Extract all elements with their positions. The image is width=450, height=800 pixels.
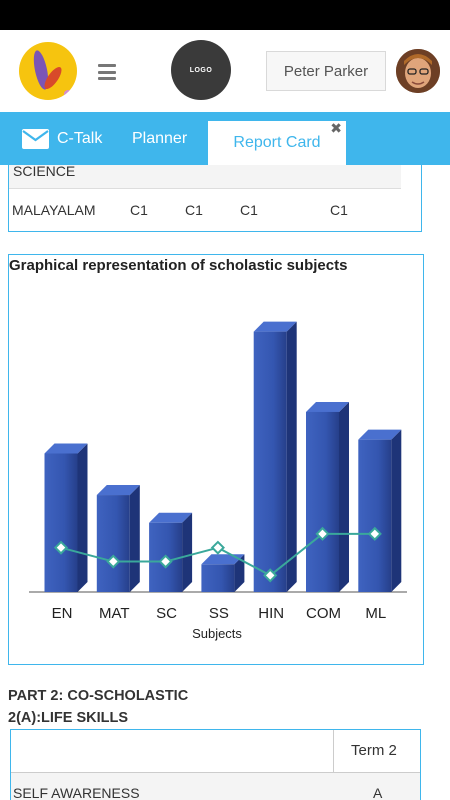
grade-cell: C1 [330,202,348,218]
trend-point-mat [106,554,121,569]
grade-cell: C1 [130,202,148,218]
bar-top [44,443,88,454]
term-header: Term 2 [351,742,397,759]
table-header-row: Term 2 [11,730,420,773]
tab-bar: C-Talk Planner Report Card ✖ [0,112,450,165]
table-row: SCIENCE [9,163,401,189]
school-logo: LOGO [171,40,231,100]
subject-cell: MALAYALAM [12,202,96,218]
tab-report-card-label: Report Card [233,134,321,151]
bar-ss [201,564,235,592]
tick-label-com: COM [306,605,341,622]
trend-point-en [53,540,69,555]
bar-side [286,321,297,592]
tab-ctalk-label: C-Talk [57,129,103,147]
subject-cell: SCIENCE [13,163,76,179]
bar-side [77,443,88,592]
scholastic-chart: EN MAT SC SS HIN COM ML Subjects [29,321,407,641]
grade-cell: C1 [185,202,203,218]
tab-planner-label: Planner [132,129,188,147]
close-icon[interactable]: ✖ [330,120,342,136]
bar-top [306,401,349,412]
bar-side [129,485,140,592]
app-header: LOGO Peter Parker [0,30,450,112]
mail-icon [22,128,49,149]
tab-report-card[interactable]: Report Card ✖ [208,120,346,165]
grade-cell: A [373,785,383,800]
skill-cell: SELF AWARENESS [13,785,140,800]
tab-planner[interactable]: Planner [132,112,187,165]
trend-point-ml [367,526,382,541]
table-row: MALAYALAM C1 C1 C1 C1 [9,189,421,231]
table-row: SELF AWARENESS A [11,773,420,800]
bar-top [96,485,140,496]
grade-cell: C1 [240,202,258,218]
chart-panel: Graphical representation of scholastic s… [8,254,424,665]
bar-top [149,512,193,523]
bar-ml [358,439,392,592]
bar-top [358,429,402,440]
user-name-button[interactable]: Peter Parker [266,51,386,91]
bar-hin [253,331,287,592]
scholastic-table: SCIENCE MALAYALAM C1 C1 C1 C1 [8,163,422,232]
life-skills-table: Term 2 SELF AWARENESS A [10,729,421,800]
tick-label-mat: MAT [99,605,130,622]
part2-subtitle: 2(A):LIFE SKILLS [8,710,129,726]
tab-ctalk[interactable]: C-Talk [22,112,102,165]
tick-label-sc: SC [156,605,177,622]
bar-mat [96,495,130,592]
chart-title: Graphical representation of scholastic s… [9,257,348,274]
avatar[interactable] [396,49,440,93]
bar-side [182,512,193,592]
tick-label-hin: HIN [258,605,284,622]
app-logo-icon[interactable] [19,42,77,100]
bar-side [391,429,402,592]
status-bar [0,0,450,30]
bar-side [339,401,349,592]
hamburger-menu-icon[interactable] [98,64,116,80]
bar-side [234,554,245,592]
bar-com [306,411,339,592]
trend-point-ss [210,540,225,555]
part2-title: PART 2: CO-SCHOLASTIC [8,688,189,704]
bar-en [44,453,78,592]
tick-label-ss: SS [209,605,229,622]
bar-top [253,321,297,332]
tick-label-ml: ML [365,605,386,622]
tick-label-en: EN [52,605,73,622]
part2-heading: PART 2: CO-SCHOLASTIC 2(A):LIFE SKILLS [8,685,188,729]
trend-point-hin [263,568,278,583]
x-axis-label: Subjects [192,626,242,641]
trend-point-com [315,526,330,541]
trend-point-sc [158,554,173,569]
